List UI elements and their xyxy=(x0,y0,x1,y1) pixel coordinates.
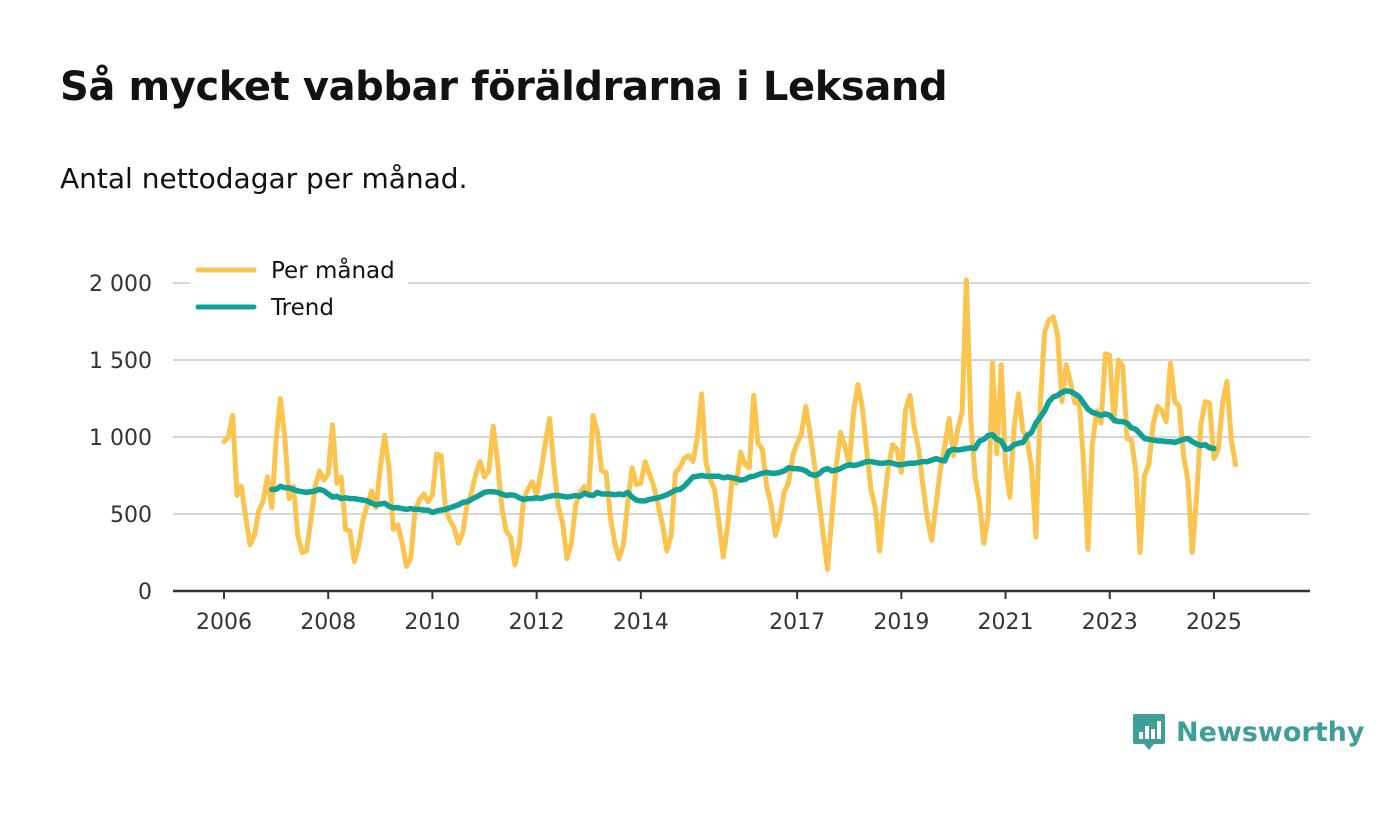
x-tick-label: 2006 xyxy=(196,610,252,635)
legend: Per månad Trend xyxy=(190,250,408,326)
legend-background xyxy=(190,250,408,326)
x-tick-label: 2025 xyxy=(1186,610,1242,635)
chart-subtitle: Antal nettodagar per månad. xyxy=(60,162,468,195)
y-tick-label: 1 000 xyxy=(89,426,152,451)
x-tick-label: 2017 xyxy=(769,610,825,635)
legend-label-trend: Trend xyxy=(270,295,334,321)
newsworthy-logo: Newsworthy xyxy=(1132,712,1364,752)
x-tick-label: 2023 xyxy=(1082,610,1138,635)
x-tick-label: 2019 xyxy=(873,610,929,635)
newsworthy-logo-icon xyxy=(1133,714,1165,750)
x-axis-ticks: 2006 2008 2010 2012 2014 2017 2019 2021 2023 2025 xyxy=(196,591,1242,635)
y-tick-label: 0 xyxy=(138,580,152,605)
series-lines xyxy=(221,277,1239,572)
y-tick-label: 500 xyxy=(110,503,152,528)
x-tick-label: 2010 xyxy=(404,610,460,635)
series-line-trend xyxy=(269,388,1217,516)
y-tick-label: 1 500 xyxy=(89,349,152,374)
x-tick-label: 2008 xyxy=(300,610,356,635)
newsworthy-logo-text: Newsworthy xyxy=(1176,716,1365,748)
y-axis-ticks: 0 500 1 000 1 500 2 000 xyxy=(89,272,152,605)
x-tick-label: 2014 xyxy=(613,610,669,635)
chart-title: Så mycket vabbar föräldrarna i Leksand xyxy=(60,64,948,110)
series-line-per-manad xyxy=(221,277,1239,572)
x-tick-label: 2021 xyxy=(978,610,1034,635)
y-tick-label: 2 000 xyxy=(89,272,152,297)
x-tick-label: 2012 xyxy=(509,610,565,635)
legend-label-per-manad: Per månad xyxy=(271,256,395,284)
